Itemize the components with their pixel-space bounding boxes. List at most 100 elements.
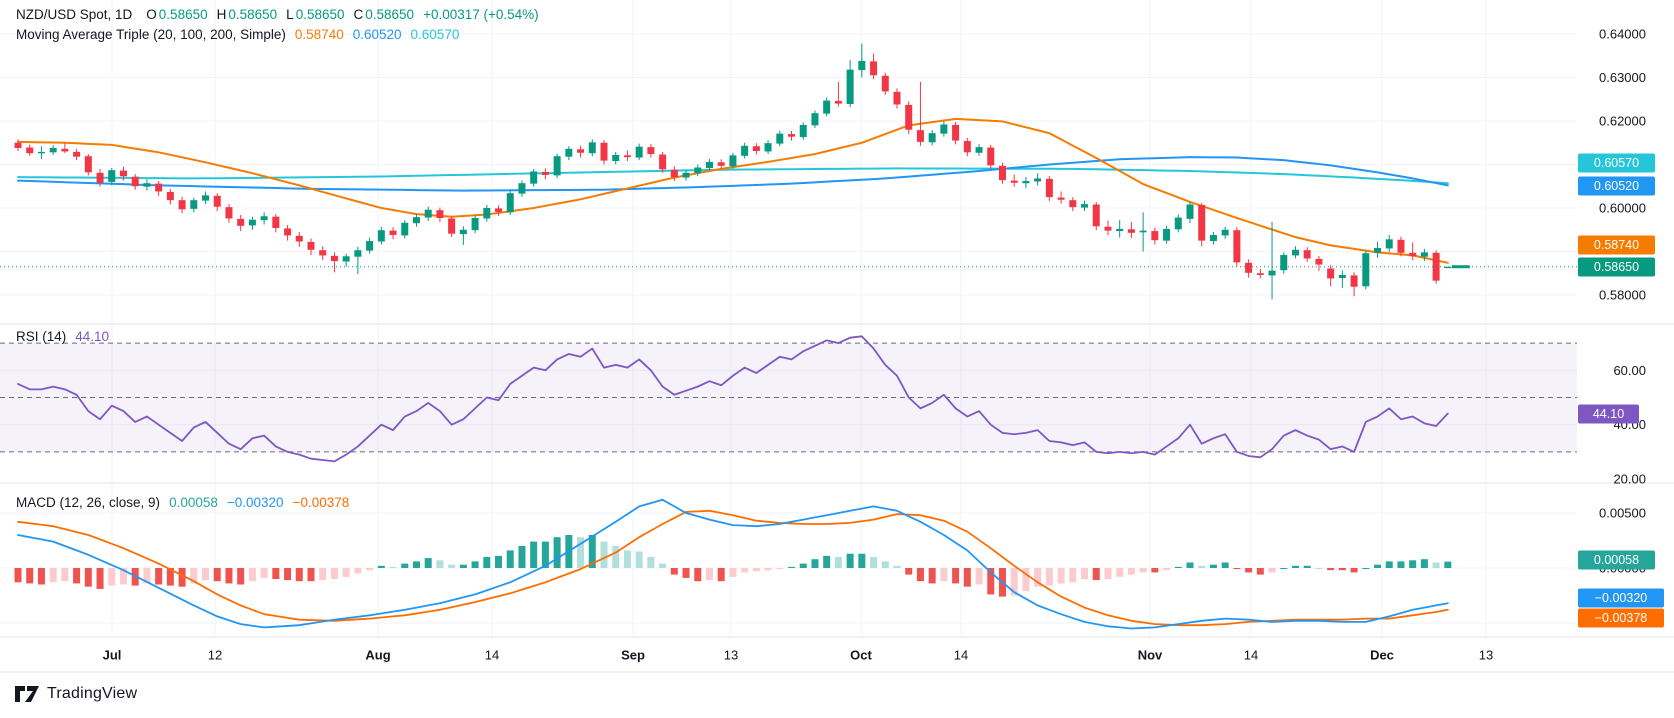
macd-histogram-bar xyxy=(459,564,467,568)
macd-histogram-bar xyxy=(401,563,409,568)
candle xyxy=(119,170,127,177)
price-badge xyxy=(1578,257,1655,277)
macd-histogram-bar xyxy=(248,568,256,582)
tradingview-logo-icon[interactable] xyxy=(14,683,40,705)
macd-histogram-bar xyxy=(471,561,479,568)
macd-histogram-bar xyxy=(202,568,210,581)
macd-histogram-bar xyxy=(1444,561,1452,568)
candle xyxy=(1198,204,1206,241)
ma-indicator-title[interactable]: Moving Average Triple (20, 100, 200, Sim… xyxy=(16,27,286,42)
macd-histogram-bar xyxy=(1127,568,1135,575)
price-badge xyxy=(1578,588,1664,608)
candle xyxy=(1374,248,1382,253)
rsi-indicator-title[interactable]: RSI (14) xyxy=(16,329,67,344)
macd-pane[interactable] xyxy=(14,498,1452,630)
symbol-legend: NZD/USD Spot, 1D O 0.58650 H 0.58650 L 0.58650… xyxy=(16,6,539,24)
macd-histogram-bar xyxy=(670,568,678,575)
macd-histogram-bar xyxy=(1327,568,1335,571)
ohlc-low-value: 0.58650 xyxy=(295,7,345,22)
rsi-pane[interactable] xyxy=(0,335,1577,463)
macd-histogram-bar xyxy=(284,568,292,581)
macd-histogram-bar xyxy=(846,553,854,568)
candle xyxy=(506,193,514,213)
candle xyxy=(237,218,245,226)
price-badge-label: 0.00058 xyxy=(1594,553,1639,567)
price-axis-label: 0.58000 xyxy=(1599,288,1646,303)
candle xyxy=(998,165,1006,181)
macd-histogram-bar xyxy=(143,568,151,584)
brand-name[interactable]: TradingView xyxy=(47,685,138,702)
macd-histogram-bar xyxy=(752,568,760,572)
macd-indicator-title[interactable]: MACD (12, 26, close, 9) xyxy=(16,495,161,510)
macd-histogram-bar xyxy=(682,568,690,578)
price-badge-label: −0.00378 xyxy=(1595,611,1648,625)
ohlc-open-label: O xyxy=(146,7,157,22)
price-axis[interactable]: 0.64000 0.63000 0.62000 0.60000 0.58000 60.00… xyxy=(1578,27,1664,628)
candle xyxy=(588,142,596,154)
macd-histogram-bar xyxy=(14,568,22,583)
price-axis-label: 0.64000 xyxy=(1599,27,1646,42)
ohlc-close-value: 0.58650 xyxy=(365,7,415,22)
price-badge xyxy=(1578,153,1655,173)
macd-histogram-bar xyxy=(834,557,842,568)
candle xyxy=(1327,268,1335,279)
time-axis-month-label: Jul xyxy=(103,648,122,663)
time-axis-day-label: 13 xyxy=(1479,648,1493,663)
candle xyxy=(916,130,924,142)
macd-histogram-bar xyxy=(623,550,631,568)
symbol-title[interactable]: NZD/USD Spot, 1D xyxy=(16,7,133,22)
macd-histogram-bar xyxy=(1280,568,1288,569)
macd-histogram-bar xyxy=(96,568,104,589)
ohlc-low-label: L xyxy=(286,7,294,22)
time-axis[interactable]: Jul 12 Aug 14 Sep 13 Oct 14 Nov 14 Dec 13 xyxy=(103,648,1494,663)
candle xyxy=(1127,229,1135,233)
candle xyxy=(319,250,327,256)
macd-histogram-bar xyxy=(1362,568,1370,569)
macd-histogram-bar xyxy=(518,546,526,568)
price-axis-label: 0.60000 xyxy=(1599,201,1646,216)
candle xyxy=(401,222,409,236)
macd-histogram-bar xyxy=(354,568,362,574)
candle xyxy=(811,113,819,126)
candle xyxy=(928,133,936,143)
candle xyxy=(858,60,866,71)
macd-histogram-bar xyxy=(330,568,338,579)
macd-histogram-bar xyxy=(108,568,116,586)
candle xyxy=(1291,249,1299,256)
candle xyxy=(108,170,116,182)
macd-histogram-bar xyxy=(272,568,280,579)
candle xyxy=(1104,226,1112,231)
candle xyxy=(26,147,34,154)
time-axis-month-label: Sep xyxy=(621,648,645,663)
candle xyxy=(1233,230,1241,263)
candle xyxy=(1174,217,1182,230)
candle xyxy=(1022,181,1030,184)
macd-histogram-bar xyxy=(647,557,655,568)
macd-histogram-bar xyxy=(1338,568,1346,571)
price-badge-label: 0.60520 xyxy=(1594,179,1639,193)
candle xyxy=(272,216,280,229)
main-pane[interactable] xyxy=(0,43,1577,300)
candle xyxy=(284,228,292,236)
price-badge-label: 0.58650 xyxy=(1594,260,1639,274)
sma200-value: 0.60570 xyxy=(410,27,460,42)
candle xyxy=(741,145,749,156)
macd-histogram-bar xyxy=(541,541,549,568)
macd-histogram-bar xyxy=(1303,565,1311,568)
candle xyxy=(530,171,538,184)
sma100-line xyxy=(17,156,1449,192)
macd-signal-line xyxy=(17,509,1449,627)
macd-histogram-bar xyxy=(1116,568,1124,577)
candle xyxy=(870,61,878,76)
macd-legend: MACD (12, 26, close, 9) 0.00058 −0.00320 −0… xyxy=(16,494,349,512)
macd-histogram-bar xyxy=(811,559,819,568)
ohlc-close-label: C xyxy=(353,7,364,22)
candle xyxy=(1221,229,1229,236)
candle xyxy=(717,162,725,166)
candle xyxy=(952,124,960,141)
macd-histogram-bar xyxy=(729,568,737,577)
candle xyxy=(963,141,971,153)
candle xyxy=(905,104,913,130)
candle xyxy=(788,134,796,137)
